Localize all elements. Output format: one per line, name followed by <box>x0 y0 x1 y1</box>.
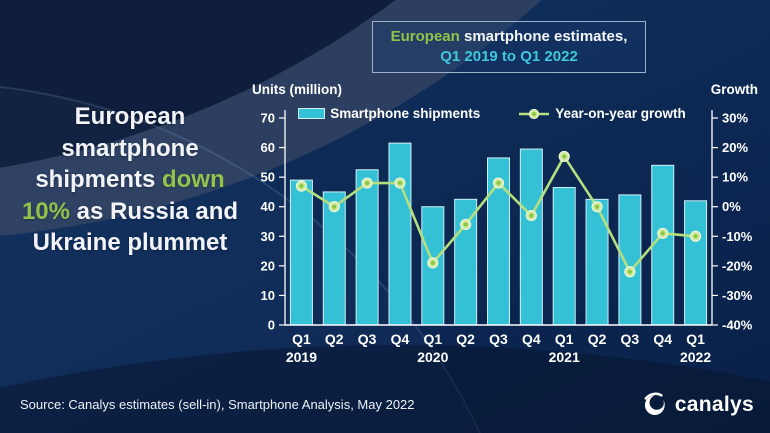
shipments-legend-label: Smartphone shipments <box>330 106 481 121</box>
x-axis-quarter-label: Q2 <box>325 331 344 347</box>
chart-title-highlight: European <box>390 28 460 45</box>
y-right-tick-label: 10% <box>722 170 748 185</box>
x-axis-quarter-label: Q2 <box>588 331 607 347</box>
growth-marker-core <box>562 154 567 159</box>
growth-legend-label: Year-on-year growth <box>555 106 686 121</box>
headline-text: smartphone <box>61 134 199 162</box>
growth-marker-core <box>463 222 468 227</box>
headline-text: shipments <box>35 166 163 193</box>
y-left-tick-label: 30 <box>261 229 275 244</box>
y-right-tick-label: -40% <box>722 318 753 333</box>
y-right-tick-label: 20% <box>722 140 748 155</box>
shipments-bar <box>289 179 313 326</box>
headline-highlight: 10% <box>21 197 70 225</box>
x-axis-quarter-label: Q1 <box>423 331 442 347</box>
shipments-bar <box>355 169 379 326</box>
x-axis-quarter-label: Q4 <box>391 331 410 347</box>
source-note: Source: Canalys estimates (sell-in), Sma… <box>20 397 415 412</box>
x-axis-year-label: 2022 <box>680 349 711 365</box>
chart-title-box: European smartphone estimates, Q1 2019 t… <box>372 21 646 73</box>
headline-line: European <box>8 101 252 133</box>
legend-item-shipments: Smartphone shipments <box>298 106 480 121</box>
chart-legend: Smartphone shipments Year-on-year growth <box>230 106 754 121</box>
right-axis-title: Growth <box>710 82 758 97</box>
growth-marker-core <box>299 183 304 189</box>
growth-marker-core <box>496 180 501 186</box>
headline-text: Ukraine plummet <box>32 229 228 256</box>
shipments-swatch-icon <box>298 108 326 119</box>
y-left-tick-label: 20 <box>261 258 275 273</box>
x-axis-quarter-label: Q1 <box>686 331 705 347</box>
growth-marker-core <box>365 180 370 186</box>
chart-title-rest: smartphone estimates, <box>459 28 628 45</box>
headline-line: 10% as Russia and <box>8 196 252 228</box>
x-axis-year-label: 2021 <box>549 349 580 365</box>
growth-marker-core <box>430 260 435 265</box>
x-axis-quarter-label: Q2 <box>456 331 475 347</box>
x-axis-quarter-label: Q4 <box>653 331 672 347</box>
shipments-bar <box>519 148 543 326</box>
headline-line: smartphone <box>8 133 252 165</box>
canalys-logo-text: canalys <box>674 392 754 416</box>
shipments-bar <box>454 198 478 326</box>
y-left-tick-label: 10 <box>261 288 275 303</box>
x-axis-quarter-label: Q1 <box>555 331 574 347</box>
x-axis-year-label: 2019 <box>286 349 317 365</box>
chart-title-line1: European smartphone estimates, <box>381 27 637 47</box>
y-right-tick-label: -20% <box>722 258 753 273</box>
headline-text: European <box>74 103 186 130</box>
y-left-tick-label: 60 <box>261 140 275 155</box>
growth-line-marker-icon <box>519 108 550 119</box>
canalys-swoosh-icon <box>644 392 665 415</box>
shipments-growth-chart: 010203040506070-40%-30%-20%-10%0%10%20%3… <box>261 110 753 365</box>
x-axis-quarter-label: Q1 <box>292 331 311 347</box>
shipments-bar <box>618 194 642 326</box>
growth-marker-core <box>332 204 337 209</box>
x-axis-quarter-label: Q3 <box>358 331 377 347</box>
y-right-tick-label: -30% <box>722 288 753 303</box>
headline: European smartphone shipments down 10% as R… <box>8 101 252 259</box>
x-axis-year-label: 2020 <box>417 349 448 365</box>
shipments-bar <box>552 186 576 326</box>
y-left-tick-label: 0 <box>268 318 275 333</box>
y-left-tick-label: 40 <box>261 199 275 214</box>
left-axis-title: Units (million) <box>252 82 342 97</box>
shipments-bar <box>684 200 708 326</box>
headline-highlight: down <box>162 166 225 193</box>
x-axis-quarter-label: Q3 <box>621 331 640 347</box>
shipments-bar <box>388 142 412 326</box>
growth-marker-core <box>693 234 698 239</box>
x-axis-quarter-label: Q3 <box>489 331 508 347</box>
legend-item-growth: Year-on-year growth <box>518 106 686 121</box>
canalys-logo: canalys <box>641 391 754 418</box>
y-right-tick-label: 0% <box>722 199 741 214</box>
headline-line: shipments down <box>8 164 252 196</box>
chart-title-date-range: Q1 2019 to Q1 2022 <box>440 48 578 65</box>
y-left-tick-label: 50 <box>261 170 275 185</box>
growth-marker-core <box>660 231 665 236</box>
growth-marker-core <box>594 204 600 209</box>
x-axis-quarter-label: Q4 <box>522 331 541 347</box>
growth-marker-core <box>397 180 403 186</box>
headline-text: as Russia and <box>69 197 239 225</box>
growth-marker-core <box>529 213 534 218</box>
shipments-bar <box>585 198 609 326</box>
shipments-bar <box>651 164 675 326</box>
headline-line: Ukraine plummet <box>8 227 252 259</box>
y-right-tick-label: -10% <box>722 229 753 244</box>
growth-marker-core <box>627 269 632 274</box>
